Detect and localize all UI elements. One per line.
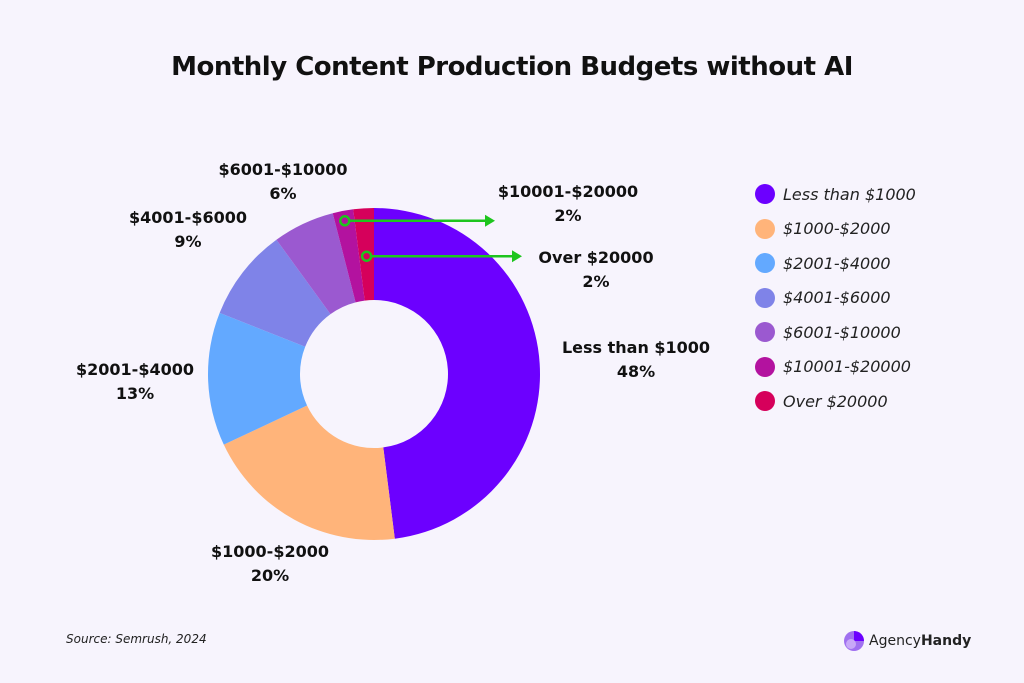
- legend-item: Over $20000: [755, 384, 916, 419]
- legend-label: $10001-$20000: [783, 357, 911, 377]
- slice-3: [219, 239, 331, 347]
- slice-2: [208, 312, 308, 445]
- slice-1: [223, 405, 395, 540]
- arrowhead-icon: [485, 214, 495, 227]
- slice-label-2: $2001-$4000 13%: [76, 360, 194, 403]
- legend-item: $1000-$2000: [755, 212, 916, 247]
- legend-swatch: [755, 184, 775, 205]
- slice-0: [374, 208, 541, 539]
- arrowhead-icon: [512, 250, 522, 263]
- brand-logo: Agency Handy: [843, 630, 971, 652]
- brand-name-bold: Handy: [920, 633, 972, 649]
- legend-item: $6001-$10000: [755, 315, 916, 350]
- chart-title: Monthly Content Production Budgets witho…: [171, 52, 853, 82]
- slice-4: [276, 213, 356, 315]
- annotation-marker: [360, 250, 373, 262]
- legend: Less than $1000 $1000-$2000 $2001-$4000 $40…: [755, 177, 916, 419]
- legend-item: Less than $1000: [755, 177, 916, 212]
- annotation-marker: [339, 215, 351, 227]
- slice-label-4: $6001-$10000 6%: [218, 160, 348, 203]
- slice-5: [332, 209, 365, 303]
- legend-label: $6001-$10000: [783, 322, 901, 342]
- legend-item: $4001-$6000: [755, 281, 916, 316]
- slice-label-0: Less than $1000 48%: [561, 338, 711, 381]
- legend-label: $4001-$6000: [783, 288, 891, 308]
- legend-item: $2001-$4000: [755, 246, 916, 281]
- legend-label: Less than $1000: [783, 184, 916, 204]
- slice-label-3: $4001-$6000 9%: [129, 208, 247, 251]
- legend-swatch: [755, 356, 775, 377]
- legend-swatch: [755, 391, 775, 412]
- source-note: Source: Semrush, 2024: [66, 632, 207, 646]
- legend-label: $1000-$2000: [783, 219, 891, 239]
- legend-swatch: [755, 218, 775, 239]
- slice-label-6: Over $20000 2%: [538, 248, 654, 291]
- slice-label-5: $10001-$20000 2%: [497, 182, 639, 225]
- legend-label: $2001-$4000: [783, 253, 891, 273]
- brand-name-regular: Agency: [869, 633, 921, 649]
- agencyhandy-logo-icon: [844, 631, 864, 651]
- legend-swatch: [755, 253, 775, 274]
- legend-swatch: [755, 287, 775, 308]
- slice-label-1: $1000-$2000 20%: [211, 542, 329, 585]
- legend-label: Over $20000: [783, 391, 888, 411]
- legend-item: $10001-$20000: [755, 350, 916, 385]
- legend-swatch: [755, 322, 775, 343]
